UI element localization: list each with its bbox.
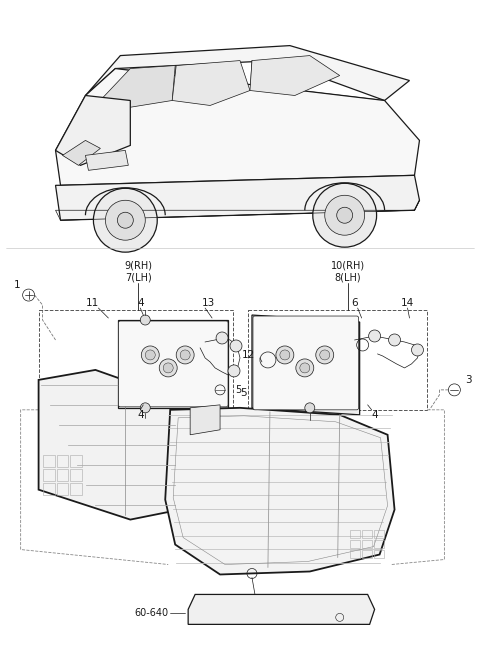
- Polygon shape: [172, 60, 250, 106]
- Bar: [350, 550, 360, 558]
- FancyBboxPatch shape: [119, 321, 228, 407]
- Text: 5: 5: [235, 385, 241, 395]
- Bar: [350, 539, 360, 548]
- Circle shape: [320, 350, 330, 360]
- Bar: [361, 529, 372, 537]
- Polygon shape: [165, 408, 395, 575]
- Text: 10(RH): 10(RH): [331, 260, 365, 270]
- FancyBboxPatch shape: [253, 316, 359, 410]
- Circle shape: [180, 350, 190, 360]
- Circle shape: [305, 403, 315, 413]
- Circle shape: [176, 346, 194, 364]
- Bar: [57, 483, 69, 495]
- Text: 8(LH): 8(LH): [335, 272, 361, 282]
- Bar: [57, 468, 69, 481]
- Polygon shape: [252, 315, 360, 415]
- Circle shape: [300, 363, 310, 373]
- Circle shape: [276, 346, 294, 364]
- Circle shape: [106, 200, 145, 240]
- Bar: [43, 468, 55, 481]
- Text: 4: 4: [137, 298, 144, 308]
- Text: 4: 4: [372, 410, 378, 420]
- Text: 13: 13: [202, 298, 215, 308]
- Polygon shape: [56, 96, 130, 165]
- Text: 1: 1: [13, 280, 20, 290]
- Bar: [43, 455, 55, 466]
- Circle shape: [159, 359, 177, 377]
- Bar: [361, 539, 372, 548]
- Bar: [71, 455, 83, 466]
- Text: 11: 11: [86, 298, 99, 308]
- Text: 7(LH): 7(LH): [125, 272, 152, 282]
- Circle shape: [230, 340, 242, 352]
- Circle shape: [140, 403, 150, 413]
- Bar: [71, 483, 83, 495]
- Polygon shape: [85, 46, 409, 100]
- Polygon shape: [38, 370, 180, 520]
- Circle shape: [389, 334, 400, 346]
- Circle shape: [313, 183, 377, 247]
- Circle shape: [325, 195, 365, 236]
- Polygon shape: [188, 594, 374, 625]
- Circle shape: [141, 346, 159, 364]
- Polygon shape: [190, 405, 220, 435]
- Polygon shape: [56, 175, 420, 220]
- Polygon shape: [96, 66, 175, 110]
- Bar: [248, 310, 428, 410]
- Bar: [350, 529, 360, 537]
- Polygon shape: [85, 150, 128, 171]
- Circle shape: [216, 332, 228, 344]
- Polygon shape: [119, 320, 228, 408]
- Circle shape: [411, 344, 423, 356]
- Bar: [373, 539, 384, 548]
- Circle shape: [369, 330, 381, 342]
- Circle shape: [94, 188, 157, 252]
- Circle shape: [296, 359, 314, 377]
- Bar: [57, 455, 69, 466]
- Bar: [43, 483, 55, 495]
- Bar: [373, 529, 384, 537]
- Circle shape: [316, 346, 334, 364]
- Text: 3: 3: [465, 375, 472, 385]
- Circle shape: [117, 213, 133, 228]
- Polygon shape: [62, 140, 100, 165]
- Bar: [71, 468, 83, 481]
- Text: 4: 4: [137, 410, 144, 420]
- Bar: [361, 550, 372, 558]
- Circle shape: [140, 315, 150, 325]
- Text: 6: 6: [351, 298, 358, 308]
- Circle shape: [145, 350, 155, 360]
- Circle shape: [163, 363, 173, 373]
- Text: 12: 12: [242, 350, 255, 360]
- Polygon shape: [250, 56, 340, 96]
- Text: 14: 14: [401, 298, 414, 308]
- Bar: [38, 310, 233, 410]
- Text: 5: 5: [240, 388, 247, 398]
- Text: 60-640: 60-640: [134, 608, 168, 619]
- Polygon shape: [56, 68, 420, 185]
- Circle shape: [336, 207, 353, 223]
- Circle shape: [280, 350, 290, 360]
- Bar: [373, 550, 384, 558]
- Text: 9(RH): 9(RH): [124, 260, 152, 270]
- Circle shape: [228, 365, 240, 377]
